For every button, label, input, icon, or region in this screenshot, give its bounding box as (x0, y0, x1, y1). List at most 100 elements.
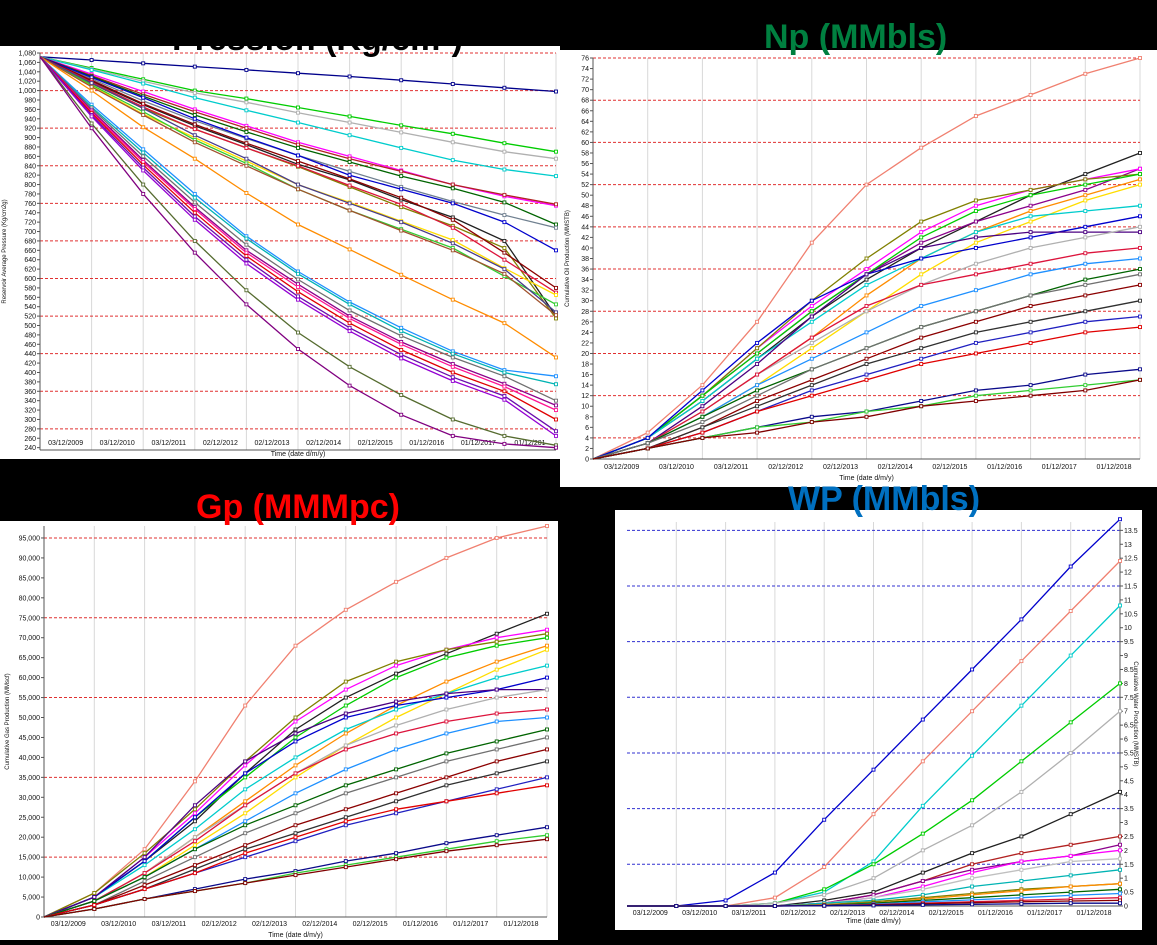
oil-data-point (700, 383, 705, 388)
gas-data-point (494, 635, 499, 640)
water-data-point (1068, 564, 1073, 569)
gas-chart-title: Gp (MMMpc) (196, 488, 400, 526)
gas-data-point (293, 831, 298, 836)
oil-x-tick-label: 02/12/2013 (823, 464, 858, 471)
water-data-point (1118, 559, 1122, 563)
water-data-point (1019, 879, 1024, 883)
oil-data-point (919, 346, 924, 351)
gas-y-tick-label: 80,000 (19, 595, 41, 602)
gas-data-point (494, 631, 499, 636)
gas-y-tick-label: 35,000 (19, 775, 41, 782)
oil-data-point (645, 435, 650, 440)
water-data-point (970, 884, 975, 889)
water-data-point (920, 717, 925, 722)
oil-data-point (1138, 151, 1142, 155)
gas-y-tick-label: 85,000 (19, 575, 41, 582)
oil-data-point (809, 304, 814, 308)
gas-data-point (243, 823, 248, 828)
oil-data-point (1138, 230, 1142, 235)
water-data-point (1118, 681, 1122, 686)
pressure-data-point (192, 238, 197, 243)
gas-data-point (343, 819, 348, 824)
oil-data-point (1083, 388, 1088, 393)
pressure-data-point (347, 160, 352, 164)
gas-data-point (545, 833, 549, 838)
oil-y-tick-label: 42 (581, 235, 589, 242)
pressure-data-point (450, 131, 455, 136)
gas-data-point (293, 763, 298, 768)
oil-y-tick-label: 56 (581, 161, 589, 168)
gas-data-point (293, 835, 298, 840)
pressure-data-point (450, 182, 455, 187)
pressure-data-point (347, 329, 352, 334)
gas-data-point (243, 831, 248, 836)
pressure-data-point (244, 67, 249, 72)
pressure-data-point (450, 433, 455, 438)
pressure-data-point (450, 351, 455, 356)
oil-data-point (864, 182, 869, 187)
pressure-data-point (502, 220, 507, 225)
oil-y-tick-label: 50 (581, 193, 589, 200)
gas-y-tick-label: 60,000 (19, 675, 41, 682)
oil-data-point (809, 367, 814, 372)
pressure-data-point (89, 121, 94, 126)
water-data-point (1019, 859, 1024, 864)
oil-data-point (1083, 282, 1088, 287)
gas-data-point (243, 881, 248, 886)
water-data-point (920, 848, 925, 853)
oil-y-tick-label: 8 (585, 414, 589, 421)
oil-y-tick-label: 60 (581, 140, 589, 147)
gas-data-point (293, 739, 298, 744)
pressure-data-point (192, 113, 197, 117)
gas-data-point (394, 699, 399, 704)
oil-data-point (1083, 187, 1088, 192)
pressure-data-point (296, 289, 300, 294)
water-y-tick-label: 3 (1124, 820, 1128, 827)
pressure-data-point (296, 294, 300, 299)
oil-x-tick-label: 03/12/2010 (659, 464, 694, 471)
oil-data-point (1028, 235, 1033, 240)
pressure-data-point (399, 325, 404, 330)
gas-data-point (293, 715, 298, 720)
gas-data-point (545, 627, 549, 632)
pressure-data-point (89, 84, 94, 89)
pressure-data-point (244, 156, 249, 161)
pressure-y-tick-label: 280 (24, 426, 36, 433)
water-x-axis-label: Time (date d/m/y) (846, 918, 901, 925)
pressure-data-point (347, 176, 352, 181)
pressure-data-point (296, 159, 300, 164)
gas-data-point (293, 791, 298, 796)
pressure-data-point (502, 384, 507, 389)
pressure-data-point (192, 250, 197, 255)
oil-y-tick-label: 30 (581, 298, 589, 305)
oil-data-point (1028, 388, 1033, 393)
water-y-tick-label: 3.5 (1124, 806, 1134, 813)
gas-y-tick-label: 65,000 (19, 655, 41, 662)
pressure-y-tick-label: 980 (24, 97, 36, 104)
oil-data-point (755, 351, 760, 356)
gas-data-point (243, 759, 248, 764)
gas-data-point (444, 799, 449, 804)
pressure-data-point (192, 207, 197, 211)
pressure-data-point (554, 398, 558, 403)
oil-x-tick-label: 02/12/2015 (932, 464, 967, 471)
gas-data-point (494, 833, 499, 838)
pressure-data-point (89, 67, 94, 72)
water-data-point (1019, 659, 1024, 664)
pressure-data-point (192, 140, 197, 145)
water-data-point (970, 876, 975, 881)
gas-data-point (243, 771, 248, 776)
oil-data-point (919, 235, 924, 240)
gas-data-point (192, 807, 197, 812)
gas-data-point (293, 727, 298, 732)
water-y-tick-label: 11.5 (1124, 584, 1137, 591)
pressure-data-point (192, 200, 197, 205)
gas-data-point (444, 679, 449, 684)
water-data-point (1118, 891, 1122, 896)
gas-data-point (494, 719, 499, 724)
oil-y-tick-label: 46 (581, 214, 589, 221)
pressure-data-point (244, 254, 249, 258)
pressure-data-point (399, 130, 404, 135)
gas-y-tick-label: 30,000 (19, 795, 41, 802)
oil-x-tick-label: 02/12/2014 (878, 464, 913, 471)
